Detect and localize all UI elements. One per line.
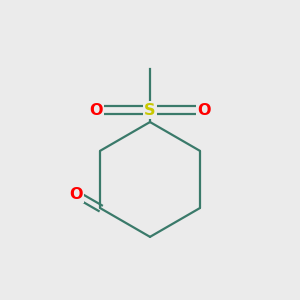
Text: O: O (89, 103, 102, 118)
Text: S: S (144, 103, 156, 118)
Text: O: O (198, 103, 211, 118)
Text: O: O (69, 187, 83, 202)
